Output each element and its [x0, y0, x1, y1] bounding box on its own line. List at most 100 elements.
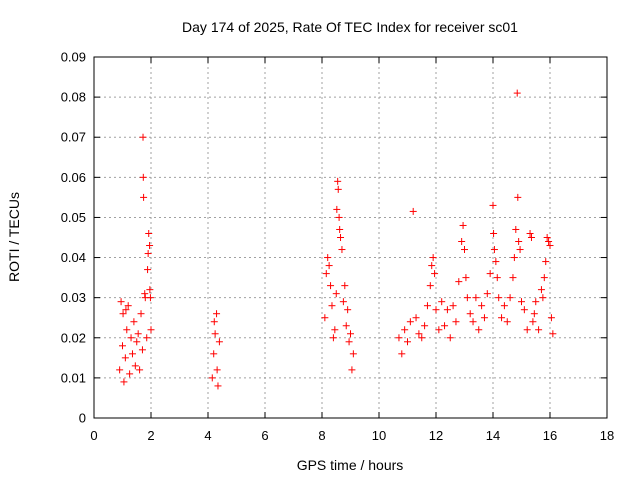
x-axis-label: GPS time / hours: [297, 457, 404, 473]
data-point: [510, 254, 518, 262]
data-point: [452, 318, 460, 326]
data-point: [328, 302, 336, 310]
data-point: [331, 326, 339, 334]
data-point: [527, 234, 535, 241]
data-point: [211, 330, 219, 338]
data-point: [137, 310, 145, 318]
data-point: [395, 334, 403, 342]
data-point: [418, 334, 426, 342]
plot-frame: [93, 56, 608, 419]
data-point: [398, 350, 406, 358]
data-point: [337, 234, 345, 241]
data-point: [342, 322, 350, 330]
data-point: [334, 177, 342, 185]
y-axis-label: ROTI / TECUs: [6, 192, 22, 282]
data-point: [120, 378, 128, 386]
y-tick-label: 0.09: [61, 50, 86, 65]
x-tick-label: 16: [543, 428, 557, 443]
data-point: [446, 334, 454, 342]
data-point: [321, 314, 329, 322]
data-point: [332, 290, 340, 298]
chart-title: Day 174 of 2025, Rate Of TEC Index for r…: [182, 19, 518, 35]
data-point: [489, 201, 497, 209]
data-point: [503, 318, 511, 326]
data-point: [415, 330, 423, 338]
data-point: [145, 229, 153, 237]
data-point: [542, 258, 550, 266]
data-point: [475, 326, 483, 334]
data-point: [130, 318, 138, 326]
data-points: [116, 89, 557, 390]
data-point: [139, 173, 147, 181]
y-tick-label: 0.08: [61, 90, 86, 105]
data-point: [509, 274, 517, 282]
data-point: [426, 282, 434, 290]
data-point: [493, 274, 501, 282]
data-point: [348, 366, 356, 374]
data-point: [147, 326, 155, 334]
data-point: [116, 366, 124, 374]
data-point: [325, 262, 333, 270]
data-point: [146, 286, 154, 294]
data-point: [146, 242, 154, 250]
data-point: [492, 258, 500, 266]
data-point: [208, 374, 216, 382]
y-tick-label: 0.02: [61, 330, 86, 345]
data-point: [141, 290, 149, 298]
data-point: [347, 330, 354, 338]
data-point: [123, 326, 131, 334]
data-point: [124, 302, 132, 310]
data-point: [336, 225, 344, 233]
data-point: [462, 274, 470, 282]
data-point: [539, 294, 547, 302]
data-point: [459, 221, 467, 229]
data-point: [435, 326, 443, 334]
data-point: [349, 350, 357, 358]
data-point: [215, 338, 223, 346]
data-point: [214, 382, 222, 390]
data-point: [122, 306, 130, 314]
data-point: [529, 318, 537, 326]
data-point: [322, 270, 330, 278]
data-point: [133, 338, 141, 346]
data-point: [119, 342, 126, 350]
data-point: [490, 229, 498, 237]
y-tick-label: 0.05: [61, 210, 86, 225]
data-point: [520, 306, 528, 314]
data-point: [483, 290, 491, 298]
grid-layer: [94, 57, 607, 418]
data-point: [117, 298, 125, 306]
data-point: [540, 274, 548, 282]
data-point: [127, 334, 135, 342]
data-point: [432, 306, 440, 314]
data-point: [140, 193, 148, 201]
y-tick-label: 0.06: [61, 170, 86, 185]
data-point: [146, 294, 154, 302]
data-point: [429, 254, 437, 262]
data-point: [324, 254, 332, 262]
data-point: [523, 326, 531, 334]
data-point: [515, 238, 523, 246]
data-point: [478, 302, 486, 310]
data-point: [339, 298, 347, 306]
data-point: [500, 302, 508, 310]
data-point: [210, 350, 218, 358]
data-point: [490, 246, 498, 254]
data-point: [463, 294, 471, 302]
data-point: [338, 246, 346, 254]
x-tick-label: 8: [318, 428, 325, 443]
data-point: [412, 314, 420, 322]
data-point: [543, 234, 551, 241]
y-tick-label: 0.04: [61, 250, 86, 265]
data-point: [472, 294, 480, 302]
data-point: [143, 334, 151, 342]
data-point: [546, 242, 554, 250]
data-point: [401, 326, 409, 334]
x-tick-label: 2: [147, 428, 154, 443]
data-point: [341, 282, 349, 290]
data-point: [443, 306, 451, 314]
y-tick-label: 0.03: [61, 290, 86, 305]
data-point: [131, 362, 139, 370]
data-point: [423, 302, 431, 310]
